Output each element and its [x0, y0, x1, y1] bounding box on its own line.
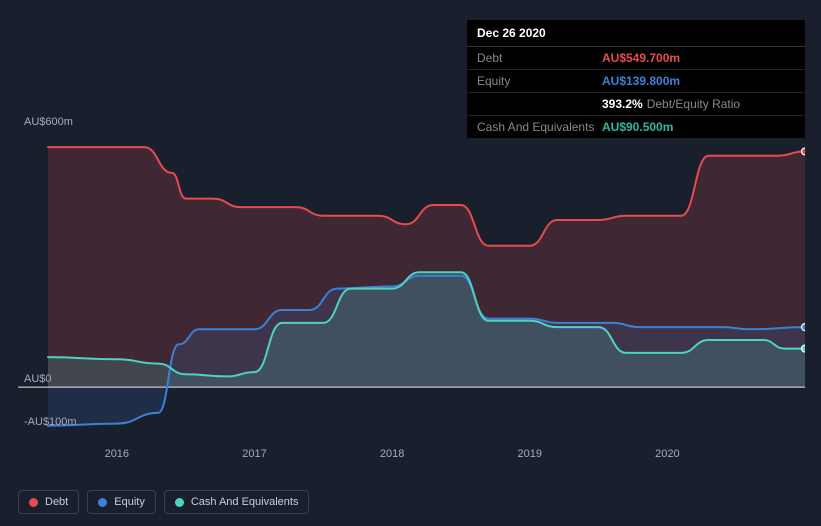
x-axis-label: 2016: [105, 448, 129, 460]
chart-plot[interactable]: [18, 130, 805, 430]
tooltip-date: Dec 26 2020: [467, 20, 805, 47]
legend-label: Equity: [114, 496, 145, 508]
legend-item[interactable]: Debt: [18, 490, 79, 514]
legend-label: Cash And Equivalents: [191, 496, 299, 508]
y-axis-label: -AU$100m: [24, 416, 77, 428]
tooltip-row: EquityAU$139.800m: [467, 70, 805, 93]
tooltip-row: DebtAU$549.700m: [467, 47, 805, 70]
chart-tooltip: Dec 26 2020 DebtAU$549.700mEquityAU$139.…: [467, 20, 805, 138]
series-end-dot-debt: [802, 148, 806, 155]
legend-swatch: [175, 498, 184, 507]
legend-swatch: [98, 498, 107, 507]
tooltip-value: AU$139.800m: [602, 74, 680, 88]
legend-item[interactable]: Equity: [87, 490, 156, 514]
tooltip-value: AU$549.700m: [602, 51, 680, 65]
legend-label: Debt: [45, 496, 68, 508]
y-axis-label: AU$0: [24, 373, 52, 385]
debt-equity-chart: AU$600mAU$0-AU$100m 20162017201820192020: [18, 120, 805, 460]
chart-legend: Debt Equity Cash And Equivalents: [18, 490, 309, 514]
tooltip-label: Debt: [477, 51, 602, 65]
tooltip-ratio: 393.2%Debt/Equity Ratio: [602, 97, 740, 111]
series-end-dot-cash: [802, 345, 806, 352]
tooltip-value: AU$90.500m: [602, 120, 673, 134]
tooltip-label: Equity: [477, 74, 602, 88]
legend-item[interactable]: Cash And Equivalents: [164, 490, 310, 514]
y-axis-label: AU$600m: [24, 116, 73, 128]
x-axis-label: 2017: [242, 448, 266, 460]
tooltip-label: [477, 97, 602, 111]
x-axis-label: 2018: [380, 448, 404, 460]
tooltip-ratio-row: 393.2%Debt/Equity Ratio: [467, 93, 805, 116]
series-end-dot-equity: [802, 324, 806, 331]
legend-swatch: [29, 498, 38, 507]
x-axis-label: 2019: [517, 448, 541, 460]
tooltip-label: Cash And Equivalents: [477, 120, 602, 134]
x-axis-label: 2020: [655, 448, 679, 460]
tooltip-row: Cash And EquivalentsAU$90.500m: [467, 116, 805, 138]
